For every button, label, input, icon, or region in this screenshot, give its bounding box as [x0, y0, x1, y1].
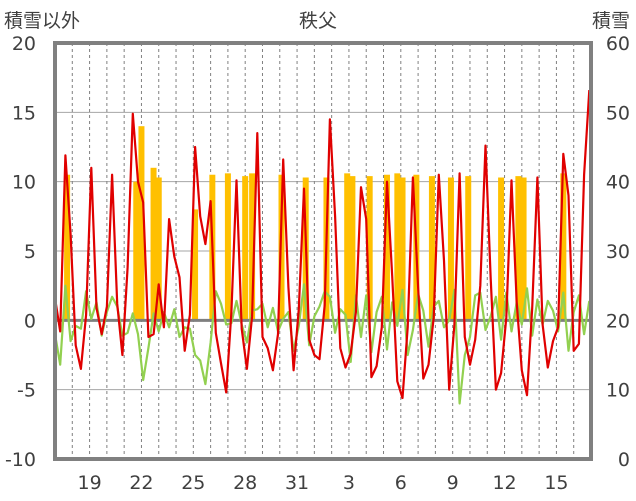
snow-bar: [64, 174, 71, 321]
series-green-line: [53, 283, 591, 405]
x-tick-label: 12: [492, 472, 516, 494]
y-right-tick-label: 30: [606, 241, 630, 263]
y-left-tick-label: -5: [17, 380, 36, 402]
x-tick-label: 3: [343, 472, 355, 494]
y-axis-right-label: 積雪: [592, 10, 630, 32]
x-tick-label: 31: [285, 472, 309, 494]
y-right-tick-label: 60: [606, 33, 630, 55]
snow-bar: [520, 177, 527, 321]
chart-title: 秩父: [299, 10, 337, 32]
snow-bar: [560, 173, 567, 321]
snow-bar: [383, 174, 390, 321]
x-tick-label: 6: [395, 472, 407, 494]
series-red-line: [53, 90, 591, 400]
snow-bar: [428, 176, 435, 321]
y-axis-left-label: 積雪以外: [4, 10, 80, 32]
y-right-tick-label: 10: [606, 380, 630, 402]
snow-bar: [138, 126, 145, 321]
y-right-tick-label: 50: [606, 102, 630, 124]
x-tick-label: 9: [447, 472, 459, 494]
snow-bar: [349, 176, 356, 321]
snow-bar: [224, 173, 231, 321]
y-left-tick-label: 15: [12, 102, 36, 124]
y-right-tick-label: 20: [606, 310, 630, 332]
snow-bars: [64, 126, 567, 321]
snow-bar: [498, 177, 505, 321]
snow-bar: [150, 167, 157, 321]
snow-bar: [399, 177, 406, 321]
x-tick-label: 19: [77, 472, 101, 494]
snow-bar: [515, 176, 522, 321]
snow-bar: [242, 176, 249, 321]
y-axis-right-ticks: 60 50 40 30 20 10 0: [606, 33, 630, 471]
x-tick-label: 22: [129, 472, 153, 494]
y-left-tick-label: 10: [12, 172, 36, 194]
snow-bar: [394, 173, 401, 321]
snow-bar: [447, 177, 454, 321]
snow-bar: [133, 181, 140, 321]
x-tick-label: 28: [233, 472, 257, 494]
y-right-tick-label: 0: [618, 449, 630, 471]
snow-bar: [249, 173, 256, 321]
snow-bar: [344, 173, 351, 321]
x-tick-label: 25: [181, 472, 205, 494]
snow-bar: [465, 176, 472, 321]
snow-bar: [366, 176, 373, 321]
x-tick-label: 15: [544, 472, 568, 494]
y-left-tick-label: 5: [24, 241, 36, 263]
series-lines: [53, 90, 591, 405]
y-left-tick-label: 0: [24, 310, 36, 332]
y-axis-left-ticks: 20 15 10 5 0 -5 -10: [5, 33, 36, 471]
y-right-tick-label: 40: [606, 172, 630, 194]
y-left-tick-label: -10: [5, 449, 36, 471]
snow-bar: [155, 177, 162, 321]
x-axis-ticks: 19 22 25 28 31 3 6 9 12 15: [77, 472, 568, 494]
plot-frame: [53, 41, 593, 461]
snow-bar: [192, 209, 199, 321]
y-left-tick-label: 20: [12, 33, 36, 55]
